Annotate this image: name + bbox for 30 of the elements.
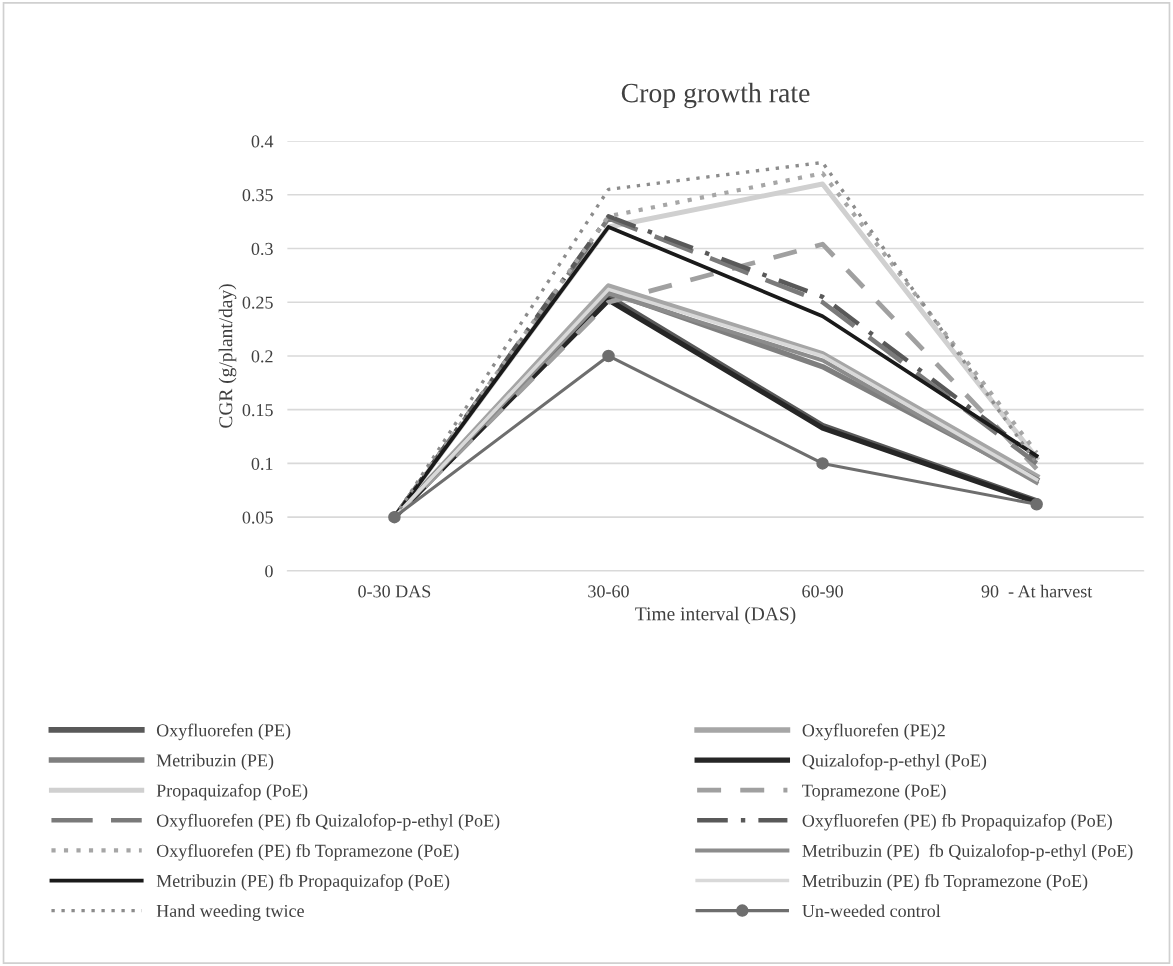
legend-label: Oxyfluorefen (PE) fb Topramezone (PoE) [156, 843, 459, 861]
y-tick-label: 0.4 [251, 135, 274, 148]
legend-label: Un-weeded control [802, 904, 941, 918]
legend-label: Metribuzin (PE) fb Propaquizafop (PoE) [156, 874, 450, 891]
y-tick-label: 0.2 [251, 350, 273, 363]
legend-label: Metribuzin (PE) [156, 753, 274, 771]
legend-label: Topramezone (PoE) [802, 783, 946, 801]
legend-label: Oxyfluorefen (PE) [156, 723, 291, 741]
legend-label: Quizalofop-p-ethyl (PoE) [802, 753, 987, 771]
legend-label: Oxyfluorefen (PE) fb Propaquizafop (PoE) [802, 813, 1112, 831]
legend-label: Propaquizafop (PoE) [156, 783, 308, 801]
y-tick-label: 0.35 [242, 189, 273, 202]
x-tick-label: 30-60 [588, 585, 629, 598]
x-axis-title: Time interval (DAS) [635, 606, 796, 625]
legend-label: Oxyfluorefen (PE) fb Quizalofop-p-ethyl (PoE) [156, 813, 500, 831]
y-tick-label: 0.15 [242, 403, 273, 417]
y-tick-label: 0 [265, 565, 273, 578]
chart-title: Crop growth rate [621, 82, 810, 109]
y-tick-label: 0.25 [242, 296, 273, 309]
legend-label: Metribuzin (PE) fb Topramezone (PoE) [802, 874, 1088, 891]
y-axis-title: CGR (g/plant/day) [218, 284, 237, 428]
x-tick-label: 60-90 [802, 585, 843, 598]
y-tick-label: 0.05 [242, 511, 273, 524]
legend-label: Hand weeding twice [156, 904, 304, 921]
y-tick-label: 0.1 [251, 457, 273, 470]
legend-label: Metribuzin (PE) fb Quizalofop-p-ethyl (PoE) [802, 844, 1133, 861]
x-tick-label: 0-30 DAS [358, 585, 431, 598]
y-tick-label: 0.3 [251, 242, 273, 256]
legend-label: Oxyfluorefen (PE)2 [802, 723, 945, 741]
x-tick-label: 90 - At harvest [981, 584, 1093, 598]
